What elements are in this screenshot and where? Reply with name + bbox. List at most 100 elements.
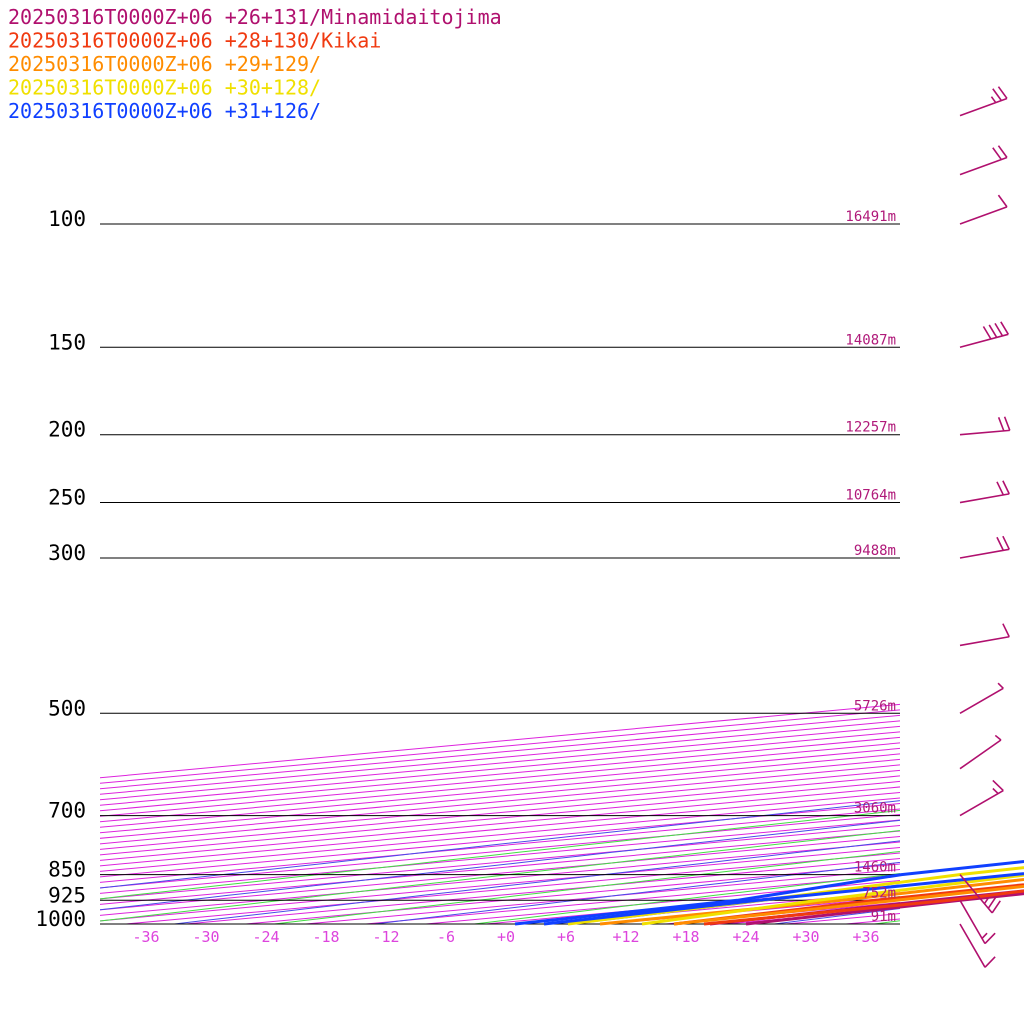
isotherm-lines (100, 0, 1024, 924)
temperature-tick-label: +36 (852, 928, 879, 946)
dry-adiabat (374, 861, 900, 924)
dry-adiabat (100, 819, 900, 911)
isotherm-line (100, 764, 900, 839)
isotherm-line (100, 780, 900, 856)
legend-entry-1: 20250316T0000Z+06 +26+131/Minamidaitojim… (8, 5, 502, 29)
isotherm-line (100, 714, 900, 790)
wind-barb (959, 535, 1010, 559)
pressure-label: 850 (48, 858, 86, 882)
isotherm-line (966, 0, 1024, 924)
isotherm-line (100, 736, 900, 812)
wind-barb (959, 194, 1008, 225)
legend: 20250316T0000Z+06 +26+131/Minamidaitojim… (8, 5, 502, 123)
isobar-lines (100, 223, 900, 925)
wind-barb (959, 779, 1004, 817)
isotherm-line (100, 824, 900, 900)
wind-barb (959, 874, 1001, 914)
height-label: 3060m (854, 801, 896, 817)
wind-barb (959, 480, 1010, 504)
isotherm-line (100, 841, 900, 916)
temperature-line-5 (543, 872, 1024, 926)
temperature-tick-label: +0 (497, 928, 515, 946)
isotherm-line (100, 709, 900, 784)
isotherm-line (100, 786, 900, 861)
dry-adiabat (100, 809, 900, 900)
temperature-tick-label: -18 (312, 928, 339, 946)
wind-barb (959, 321, 1009, 349)
temperature-tick-label: -12 (372, 928, 399, 946)
temperature-tick-label: -24 (252, 928, 279, 946)
height-label: 10764m (845, 488, 896, 504)
legend-entry-5: 20250316T0000Z+06 +31+126/ (8, 99, 321, 123)
isotherm-line (100, 725, 900, 801)
height-label: 1460m (854, 860, 896, 876)
wind-barb (959, 923, 996, 968)
isotherm-line (605, 896, 900, 924)
temperature-tick-label: -30 (192, 928, 219, 946)
isotherm-line (485, 885, 900, 924)
isotherm-line (100, 769, 900, 845)
height-label: 12257m (845, 420, 896, 436)
isotherm-line (100, 830, 900, 905)
dry-adiabat (100, 830, 900, 922)
isotherm-line (100, 846, 900, 922)
dewpoint-line-5 (514, 860, 1024, 926)
wind-barb (959, 682, 1004, 714)
pressure-label: 250 (48, 486, 86, 510)
wind-barb (959, 145, 1008, 176)
isotherm-line (365, 874, 900, 924)
isotherm-line (100, 758, 900, 834)
wind-barb (959, 416, 1011, 436)
wind-barb (959, 734, 1002, 770)
dewpoint-line-1 (709, 889, 1024, 926)
isotherm-line (100, 802, 900, 878)
dewpoint-line-3 (599, 877, 1024, 926)
height-label: 9488m (854, 543, 896, 559)
isotherm-line (725, 907, 900, 924)
isotherm-line (425, 880, 900, 924)
wind-barb (959, 899, 996, 945)
isotherm-line (305, 869, 900, 924)
temperature-tick-label: -6 (437, 928, 455, 946)
isotherm-line (665, 902, 900, 924)
wind-barbs (959, 86, 1011, 968)
isotherm-line (100, 835, 900, 911)
temperature-tick-label: +6 (557, 928, 575, 946)
isotherm-line (100, 753, 900, 828)
temperature-tick-label: +30 (792, 928, 819, 946)
sounding-profiles (514, 860, 1024, 926)
isotherm-line (785, 913, 900, 924)
isotherm-line (100, 775, 900, 850)
dry-adiabat (174, 840, 900, 924)
isotherm-line (100, 747, 900, 823)
dry-adiabat (674, 896, 900, 924)
temperature-tick-label: +24 (732, 928, 759, 946)
pressure-label: 700 (48, 799, 86, 823)
temperature-tick-label: +18 (672, 928, 699, 946)
temperature-tick-label: +12 (612, 928, 639, 946)
dry-adiabat (474, 872, 900, 924)
legend-entry-3: 20250316T0000Z+06 +29+129/ (8, 52, 321, 76)
pressure-label: 200 (48, 418, 86, 442)
isotherm-line (100, 731, 900, 806)
isotherm-line (100, 720, 900, 795)
temperature-tick-label: -36 (132, 928, 159, 946)
pressure-label: 300 (48, 541, 86, 565)
height-label: 14087m (845, 332, 896, 348)
pressure-label: 1000 (35, 907, 86, 931)
isotherm-line (100, 813, 900, 889)
axis-labels: 100 16491m 150 14087m 200 12257m 250 10764m 300 9… (35, 207, 896, 946)
isotherm-line (906, 0, 1024, 924)
height-label: 5726m (854, 698, 896, 714)
isotherm-line (100, 808, 900, 883)
dry-adiabat (100, 800, 900, 889)
height-label: 752m (862, 885, 896, 901)
isotherm-line (100, 742, 900, 817)
pressure-label: 925 (48, 883, 86, 907)
height-label: 16491m (845, 209, 896, 225)
temperature-line-4 (641, 873, 1024, 926)
isotherm-line (100, 819, 900, 894)
pressure-label: 150 (48, 330, 86, 354)
legend-entry-2: 20250316T0000Z+06 +28+130/Kikai (8, 29, 381, 53)
